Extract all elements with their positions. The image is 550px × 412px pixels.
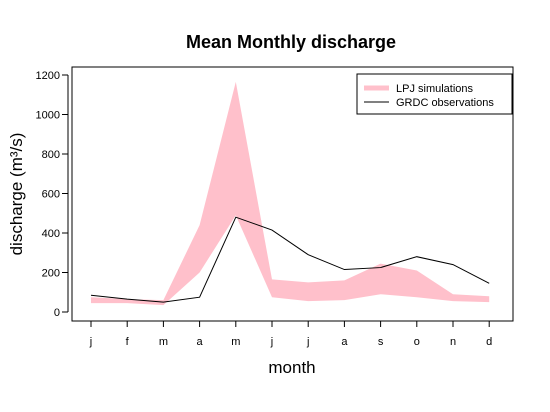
x-tick-label: j	[270, 336, 273, 348]
x-tick-label: s	[378, 336, 384, 348]
y-axis-title: discharge (m³/s)	[7, 133, 26, 256]
y-tick-label: 800	[42, 149, 60, 161]
band-layer	[91, 81, 490, 306]
y-ticks: 0 200 400 600 800 1000 1200	[36, 70, 68, 319]
x-tick-label: a	[197, 336, 204, 348]
y-tick-label: 1200	[36, 70, 60, 82]
x-tick-label: m	[231, 336, 240, 348]
y-tick-label: 600	[42, 189, 60, 201]
plot-frame	[71, 66, 514, 322]
series-band-lpj	[91, 81, 490, 306]
y-tick-label: 400	[42, 228, 60, 240]
y-tick-label: 200	[42, 268, 60, 280]
x-tick-label: o	[414, 336, 420, 348]
x-tick-label: d	[486, 336, 492, 348]
x-tick-label: j	[306, 336, 309, 348]
legend-label-grdc: GRDC observations	[396, 97, 494, 109]
y-tick-label: 1000	[36, 110, 60, 122]
x-tick-label: m	[159, 336, 168, 348]
series-line-grdc	[90, 216, 490, 303]
legend-box	[356, 73, 513, 115]
legend-label-lpj: LPJ simulations	[396, 83, 474, 95]
x-axis-title: month	[268, 358, 315, 377]
x-tick-label: j	[89, 336, 92, 348]
x-tick-label: n	[450, 336, 456, 348]
y-tick-label: 0	[54, 307, 60, 319]
legend: LPJ simulations GRDC observations	[356, 73, 513, 115]
chart-title: Mean Monthly discharge	[186, 32, 396, 52]
x-tick-label: f	[126, 336, 130, 348]
x-tick-label: a	[341, 336, 348, 348]
line-layer	[90, 216, 490, 303]
